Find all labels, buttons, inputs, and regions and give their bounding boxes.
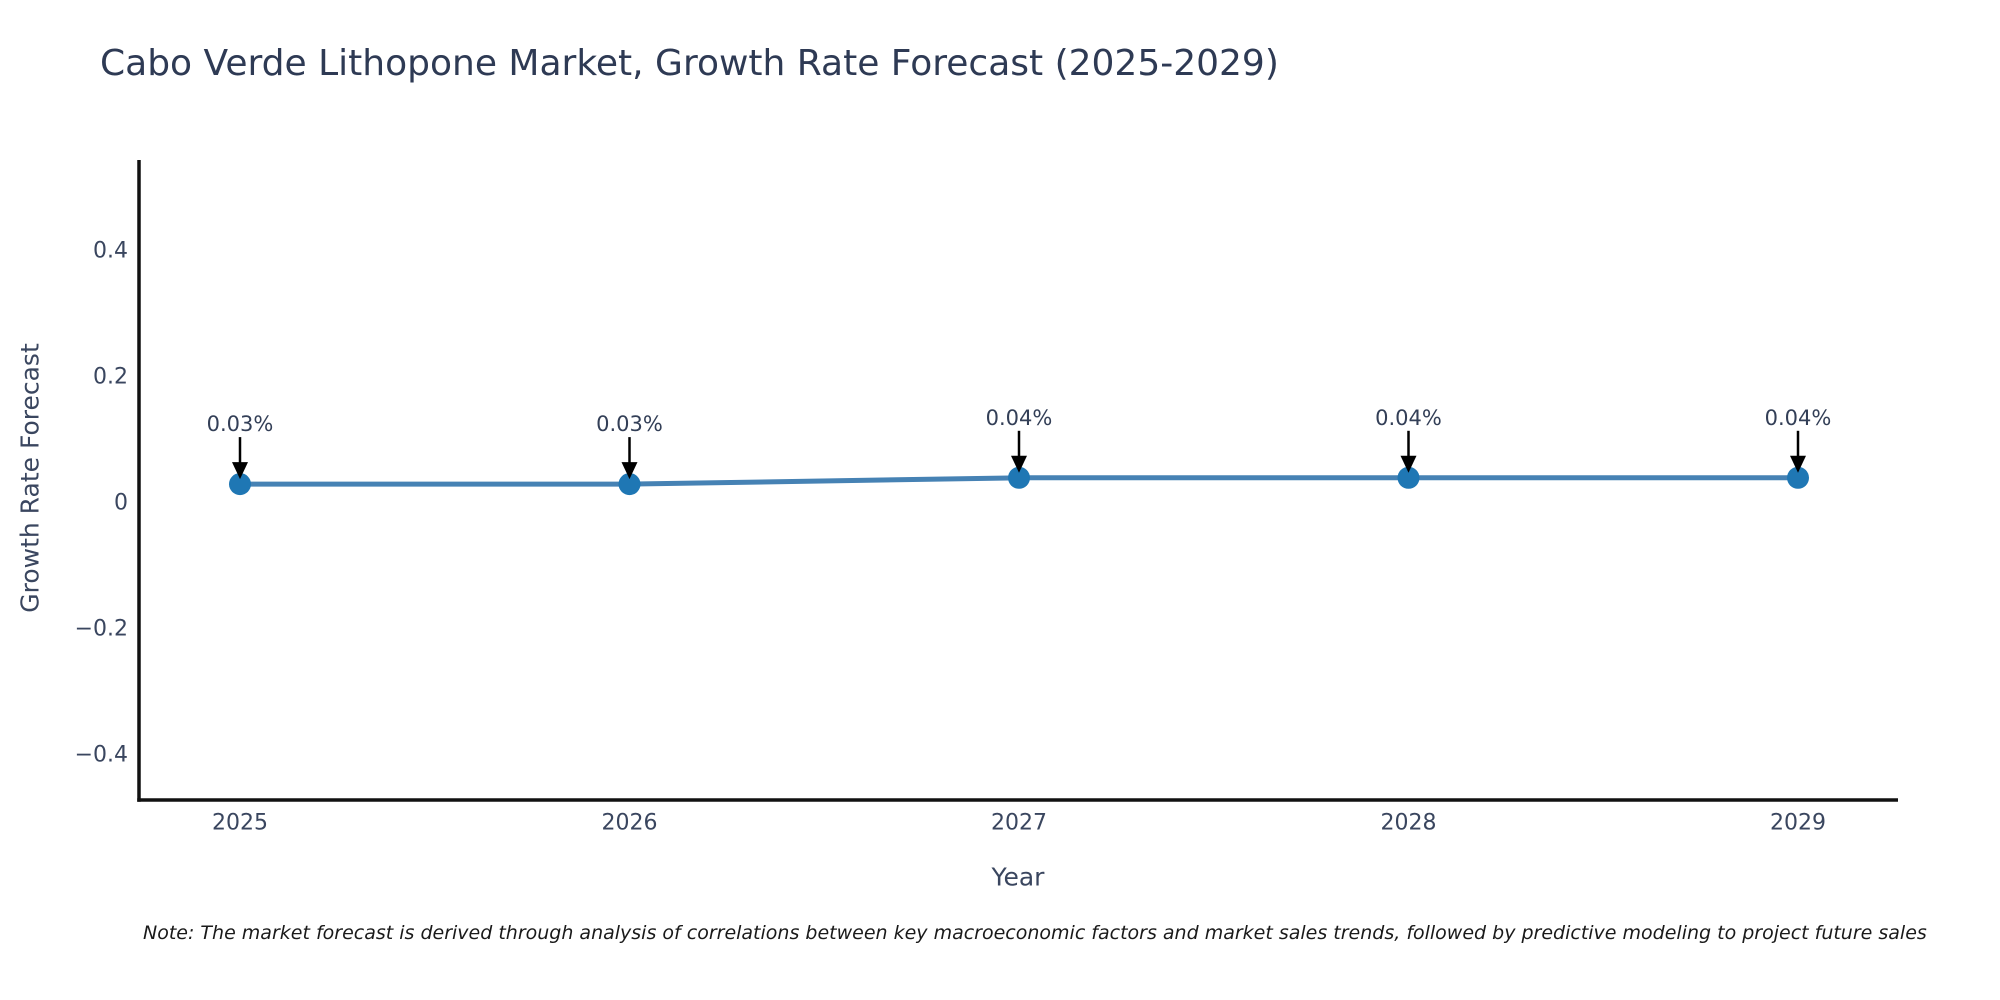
annotation-label: 0.04% (985, 405, 1053, 430)
annotation-label: 0.03% (206, 412, 274, 437)
y-tick-label: −0.2 (74, 616, 128, 642)
x-tick-label: 2026 (601, 810, 658, 836)
annotation-label: 0.03% (596, 412, 663, 437)
data-point-marker (1397, 466, 1420, 489)
annotation-label: 0.04% (1375, 405, 1442, 430)
y-tick-label: 0 (114, 490, 128, 516)
annotation-label: 0.04% (1764, 405, 1832, 430)
x-axis-title: Year (991, 862, 1045, 892)
annotation-arrow-head (1400, 455, 1417, 473)
x-tick-label: 2029 (1770, 810, 1826, 836)
x-tick-label: 2028 (1380, 810, 1437, 836)
data-point-marker (229, 473, 251, 496)
x-tick-label: 2027 (991, 810, 1047, 836)
data-point-marker (618, 473, 641, 496)
y-tick-label: −0.4 (74, 742, 128, 768)
chart-title: Cabo Verde Lithopone Market, Growth Rate… (100, 43, 1279, 84)
annotation-arrow-head (1011, 455, 1027, 473)
data-point-marker (1008, 466, 1030, 489)
y-tick-label: 0.4 (93, 238, 128, 264)
x-tick-label: 2025 (212, 810, 268, 836)
footnote: Note: The market forecast is derived thr… (143, 922, 1927, 944)
y-tick-label: 0.2 (93, 364, 128, 390)
annotation-arrow-head (621, 462, 638, 480)
annotation-arrow-head (1790, 455, 1806, 473)
annotation-arrow-head (232, 462, 248, 480)
data-point-marker (1787, 466, 1809, 489)
